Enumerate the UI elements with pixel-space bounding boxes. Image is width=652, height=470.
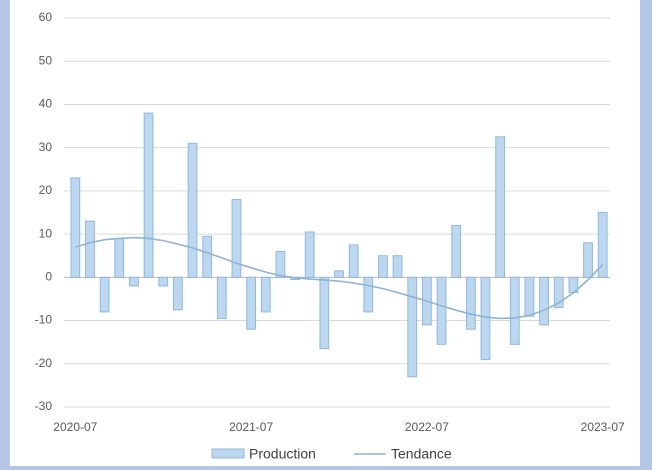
chart-area [10, 0, 640, 466]
y-tick-label: -10 [35, 313, 53, 327]
bar [378, 255, 388, 278]
bar [158, 276, 169, 287]
bar [597, 212, 608, 278]
legend-swatch [211, 448, 245, 459]
bar [407, 276, 418, 378]
y-tick-label: -30 [35, 399, 53, 413]
bar [216, 276, 227, 319]
bar [363, 276, 374, 313]
y-tick-label: 30 [39, 140, 53, 154]
bar [553, 276, 564, 309]
bar [319, 276, 330, 350]
bar [187, 142, 198, 278]
x-tick-label: 2021-07 [229, 420, 273, 434]
y-tick-label: -20 [35, 356, 53, 370]
y-tick-label: 20 [39, 183, 53, 197]
legend-label: Tendance [391, 446, 452, 462]
bar [392, 255, 403, 278]
bar [304, 231, 315, 278]
bar [246, 276, 257, 330]
bar [260, 276, 271, 313]
bar [451, 224, 462, 278]
bar [99, 276, 110, 313]
bar [231, 199, 242, 278]
y-tick-label: 40 [39, 97, 53, 111]
legend: Production Tendance [211, 446, 452, 462]
bar [172, 276, 183, 311]
y-tick-label: 50 [39, 53, 53, 67]
bar [583, 242, 593, 278]
bar [509, 276, 520, 345]
x-tick-label: 2022-07 [405, 420, 449, 434]
bar [202, 235, 213, 278]
bar [465, 276, 476, 330]
bar [85, 220, 95, 278]
bar [436, 276, 447, 345]
legend-label: Production [249, 446, 316, 462]
bar [70, 177, 81, 278]
bar [480, 276, 491, 360]
bar [114, 237, 125, 278]
bar [524, 276, 535, 317]
bar [334, 270, 344, 278]
bar [129, 276, 139, 287]
bar [495, 136, 506, 278]
y-tick-label: 60 [39, 10, 53, 24]
bar [348, 244, 359, 278]
bar [275, 250, 286, 278]
y-tick-label: 0 [45, 270, 52, 284]
bar [143, 112, 154, 278]
y-tick-label: 10 [39, 226, 53, 240]
x-tick-label: 2023-07 [581, 420, 625, 434]
bar [539, 276, 549, 326]
trend-line [75, 236, 604, 320]
x-tick-label: 2020-07 [53, 420, 97, 434]
